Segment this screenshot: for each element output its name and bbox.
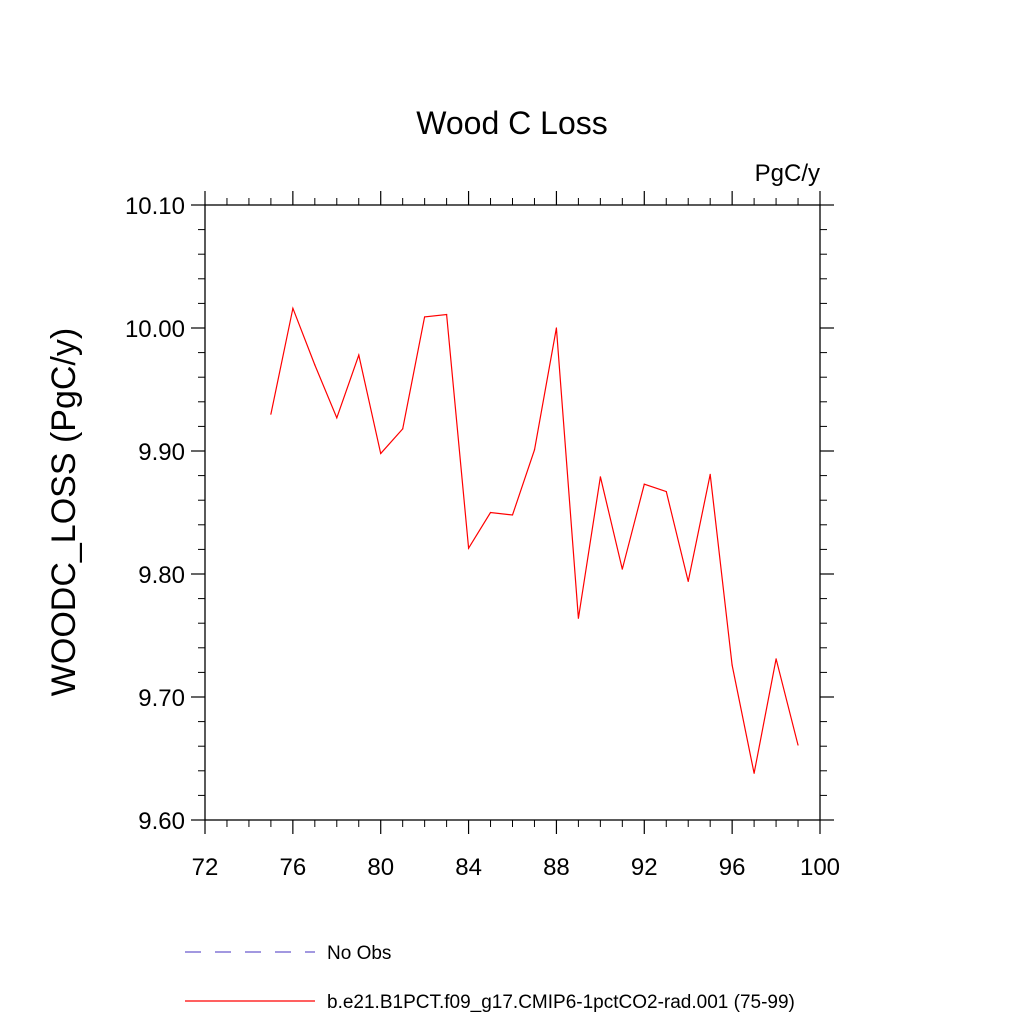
series-line: [270, 306, 799, 774]
y-axis-label: WOODC_LOSS (PgC/y): [45, 328, 83, 696]
data-point: [687, 580, 689, 582]
data-point: [511, 514, 514, 516]
data-point: [336, 417, 338, 419]
data-point: [797, 744, 799, 746]
x-tick-label: 72: [192, 854, 219, 881]
y-tick-label: 9.90: [138, 439, 185, 466]
y-tick-label: 10.00: [125, 316, 185, 343]
x-tick-label: 88: [543, 854, 570, 881]
units-label: PgC/y: [755, 160, 820, 187]
x-tick-label: 100: [800, 854, 840, 881]
legend: No Obs b.e21.B1PCT.f09_g17.CMIP6-1pctCO2-…: [185, 943, 795, 1013]
data-point: [731, 664, 733, 666]
data-point: [533, 449, 536, 451]
plot-frame: [204, 204, 821, 821]
data-point: [665, 490, 667, 493]
chart-title: Wood C Loss: [416, 105, 608, 141]
data-point: [753, 772, 755, 774]
data-point: [446, 313, 448, 316]
data-point: [314, 364, 316, 366]
data-point: [709, 473, 711, 475]
axis-ticks: 72 76 80 84 88 92 96 100 9.60 9.70 9.80 9.90 10.00 10…: [125, 191, 840, 881]
data-point: [577, 617, 579, 619]
y-tick-label: 9.60: [138, 808, 185, 835]
data-point: [270, 413, 272, 415]
x-tick-label: 92: [631, 854, 658, 881]
x-tick-label: 76: [280, 854, 307, 881]
y-tick-label: 9.80: [138, 562, 185, 589]
y-tick-label: 9.70: [138, 685, 185, 712]
data-point: [358, 354, 360, 356]
x-tick-label: 80: [367, 854, 394, 881]
x-tick-label: 84: [455, 854, 482, 881]
data-point: [380, 452, 382, 455]
data-point: [402, 428, 404, 430]
legend-label: No Obs: [327, 943, 391, 964]
plot-area: [270, 306, 799, 774]
data-point: [599, 476, 601, 478]
data-point: [489, 511, 492, 514]
data-point: [775, 658, 777, 660]
data-point: [424, 316, 426, 318]
y-tick-label: 10.10: [125, 193, 185, 220]
data-point: [643, 483, 645, 485]
x-tick-label: 96: [719, 854, 746, 881]
legend-label: b.e21.B1PCT.f09_g17.CMIP6-1pctCO2-rad.00…: [327, 992, 795, 1013]
data-point: [292, 307, 294, 309]
data-point: [555, 327, 558, 329]
data-point: [621, 568, 623, 570]
data-point: [467, 547, 470, 549]
